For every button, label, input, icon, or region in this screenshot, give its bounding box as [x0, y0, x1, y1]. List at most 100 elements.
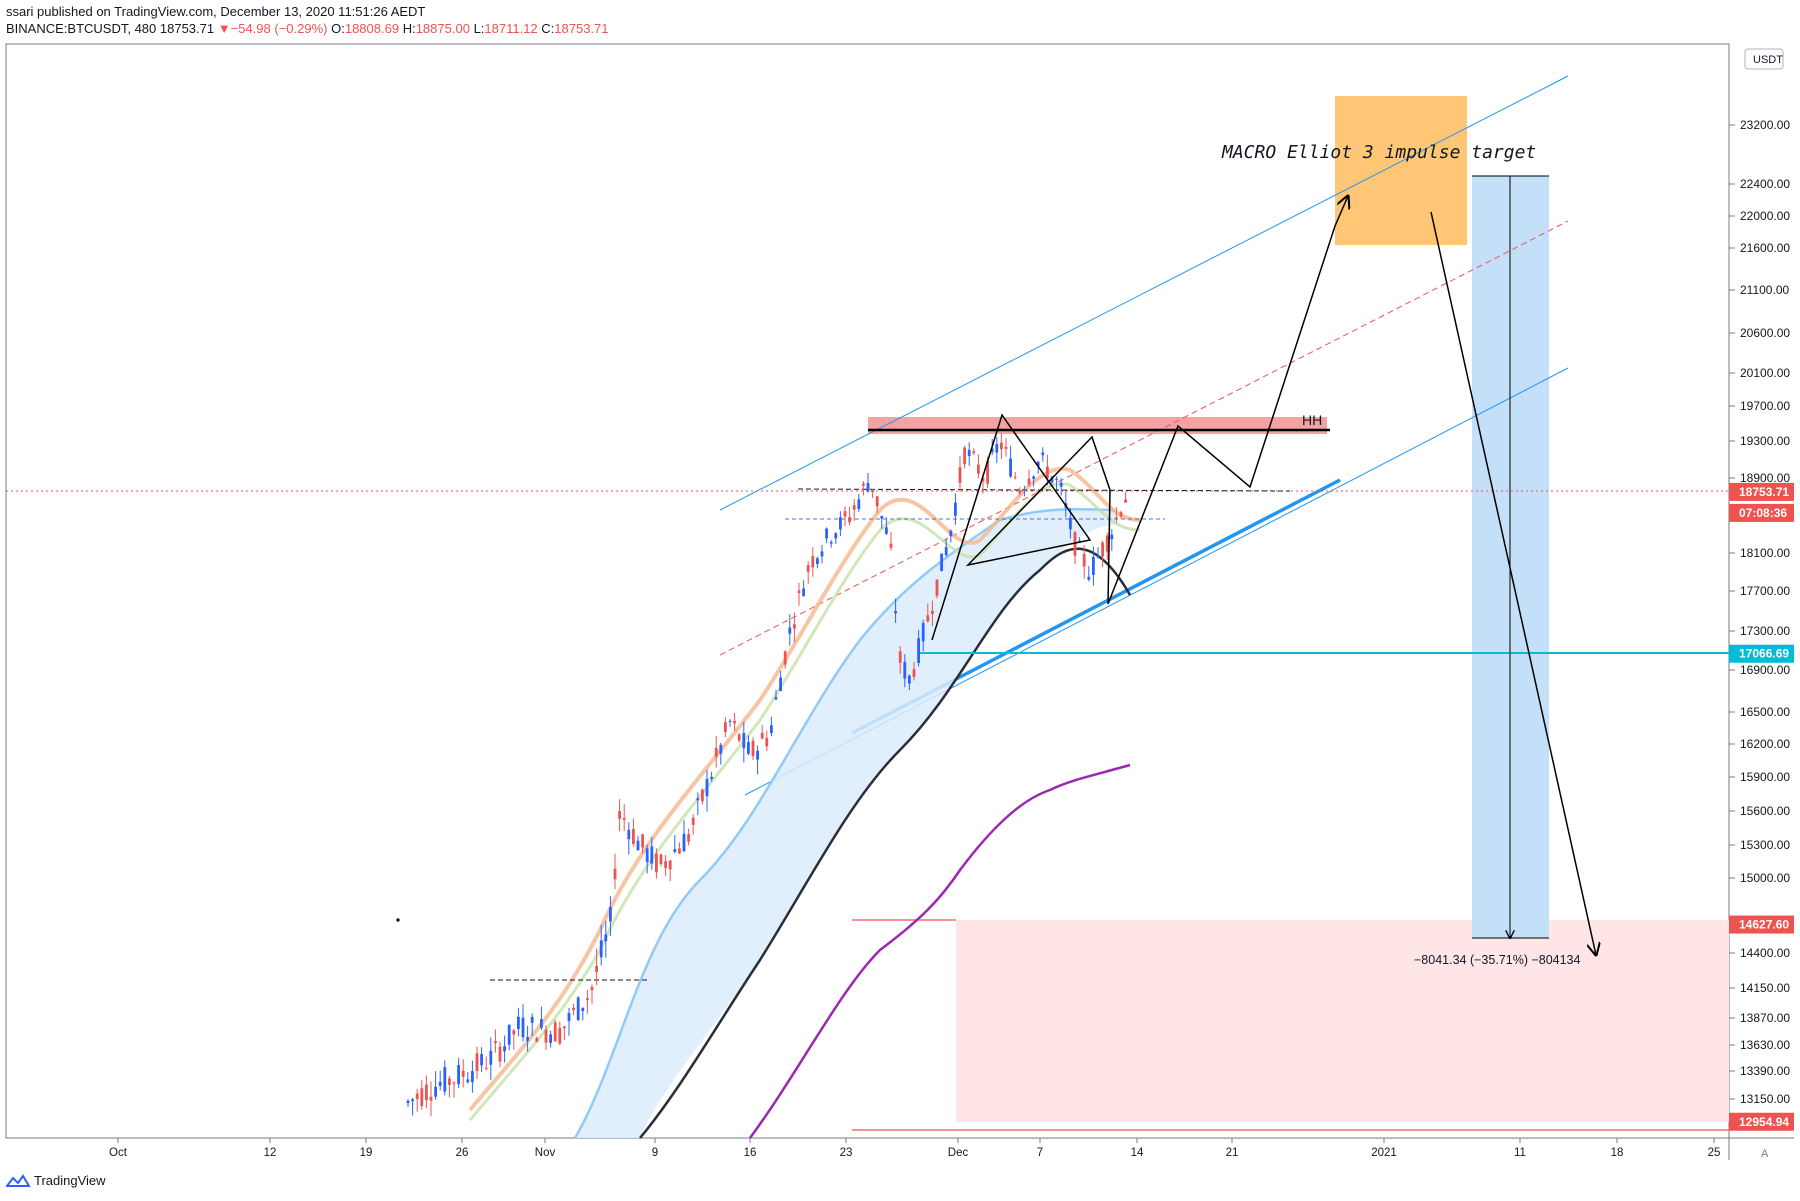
price-tick-label: 19300.00	[1740, 434, 1790, 448]
candle-body	[705, 778, 709, 797]
channel-top	[719, 75, 1569, 511]
measure-label: −8041.34 (−35.71%) −804134	[1414, 953, 1581, 967]
candle-body	[526, 1037, 529, 1041]
candle-body	[829, 541, 833, 544]
candle-body	[489, 1050, 493, 1065]
candle-body	[484, 1067, 488, 1069]
candle-body	[889, 543, 893, 548]
candle-body	[448, 1078, 451, 1085]
open-label: O:	[331, 21, 345, 36]
candle-body	[1046, 466, 1049, 479]
candle-body	[1023, 489, 1026, 491]
target-box	[1335, 96, 1467, 245]
candle-body	[954, 502, 957, 516]
candle-body	[1055, 478, 1058, 480]
candle-body	[517, 1016, 520, 1029]
price-tick-label: 23200.00	[1740, 118, 1790, 132]
candle-body	[664, 861, 667, 868]
price-tick-label: 21100.00	[1740, 283, 1789, 297]
candle-body	[733, 720, 736, 724]
candle-body	[912, 669, 916, 677]
candle-body	[429, 1096, 433, 1101]
down-arrow-icon: ▼	[217, 21, 231, 36]
time-tick-label: 12	[264, 1147, 277, 1159]
footer-brand: TradingView	[6, 1173, 106, 1188]
candle-body	[1059, 482, 1063, 487]
candle-body	[507, 1024, 511, 1045]
ohlc-line: BINANCE:BTCUSDT, 480 18753.71 ▼−54.98 (−…	[6, 21, 609, 36]
change-text: −54.98 (−0.29%)	[230, 21, 328, 36]
time-tick-label: 19	[360, 1147, 373, 1159]
candle-body	[540, 1019, 543, 1028]
time-tick-label: 25	[1708, 1147, 1721, 1159]
price-axis[interactable]: 23200.00 22400.00 22000.00 21600.00 21100.00…	[1729, 118, 1790, 1106]
candle-body	[820, 551, 824, 557]
candle-body	[622, 818, 626, 820]
price-tick-label: 15000.00	[1740, 871, 1790, 885]
candle-body	[1119, 512, 1123, 517]
ema-cloud	[575, 509, 1115, 1138]
candle-body	[572, 1007, 575, 1010]
candle-body	[843, 511, 847, 517]
candle-body	[958, 467, 962, 483]
currency-badge[interactable]	[1744, 48, 1784, 70]
close-value: 18753.71	[554, 21, 609, 36]
candle-body	[434, 1086, 437, 1097]
candle-body	[678, 848, 681, 854]
channel-mid	[719, 220, 1569, 656]
candle-body	[1110, 534, 1114, 540]
symbol-text: BINANCE:BTCUSDT, 480	[6, 21, 157, 36]
target-label: MACRO Elliot 3 impulse target	[1221, 142, 1536, 163]
candle-body	[783, 651, 787, 665]
price-tick-label: 14400.00	[1740, 946, 1790, 960]
candle-body	[632, 829, 635, 844]
candle-body	[512, 1030, 516, 1035]
time-axis[interactable]: Oct 12 19 26 Nov 9 16 23 Dec 7 14 21 2021 11 18 25	[109, 1138, 1720, 1159]
candle-body	[898, 651, 902, 663]
candle-body	[1050, 476, 1054, 483]
auto-scale-button[interactable]: A	[1761, 1148, 1769, 1160]
elliott-path	[931, 196, 1348, 641]
candle-body	[848, 517, 851, 523]
candle-body	[659, 854, 663, 864]
candle-body	[461, 1070, 465, 1077]
candle-body	[471, 1071, 474, 1083]
candle-body	[724, 722, 727, 732]
time-tick-label: 26	[456, 1147, 469, 1159]
price-tick-label: 16200.00	[1740, 737, 1790, 751]
candle-body	[1124, 499, 1127, 503]
currency-label: USDT	[1753, 54, 1783, 66]
candle-body	[696, 798, 700, 801]
candle-body	[609, 907, 612, 922]
time-tick-label: 23	[840, 1147, 853, 1159]
candle-body	[420, 1088, 424, 1106]
candle-body	[972, 451, 976, 453]
drop-path	[1430, 211, 1596, 955]
dashed-level-a	[797, 488, 1291, 492]
candle-body	[728, 720, 732, 722]
candle-body	[714, 747, 718, 757]
ema-fast-blue	[573, 507, 1116, 1139]
candle-body	[857, 499, 861, 509]
candle-body	[1069, 517, 1072, 530]
candle-body	[443, 1067, 447, 1092]
candle-body	[774, 697, 778, 700]
candle-body	[636, 840, 640, 851]
candle-body	[682, 833, 686, 852]
time-tick-label: 9	[652, 1147, 658, 1159]
price-tick-label: 19700.00	[1740, 399, 1790, 413]
candle-body	[765, 737, 769, 747]
candle-body	[641, 834, 644, 848]
candle-body	[590, 986, 594, 991]
price-tick-label: 18100.00	[1740, 546, 1790, 560]
ema-black	[639, 547, 1132, 1139]
candle-body	[567, 1012, 571, 1022]
candle-body	[967, 449, 971, 456]
candle-body	[1032, 476, 1035, 479]
candle-body	[521, 1017, 525, 1038]
footer-brand-text: TradingView	[34, 1173, 106, 1188]
candle-body	[1004, 446, 1008, 449]
candle-body	[613, 868, 617, 880]
candle-body	[825, 528, 828, 539]
